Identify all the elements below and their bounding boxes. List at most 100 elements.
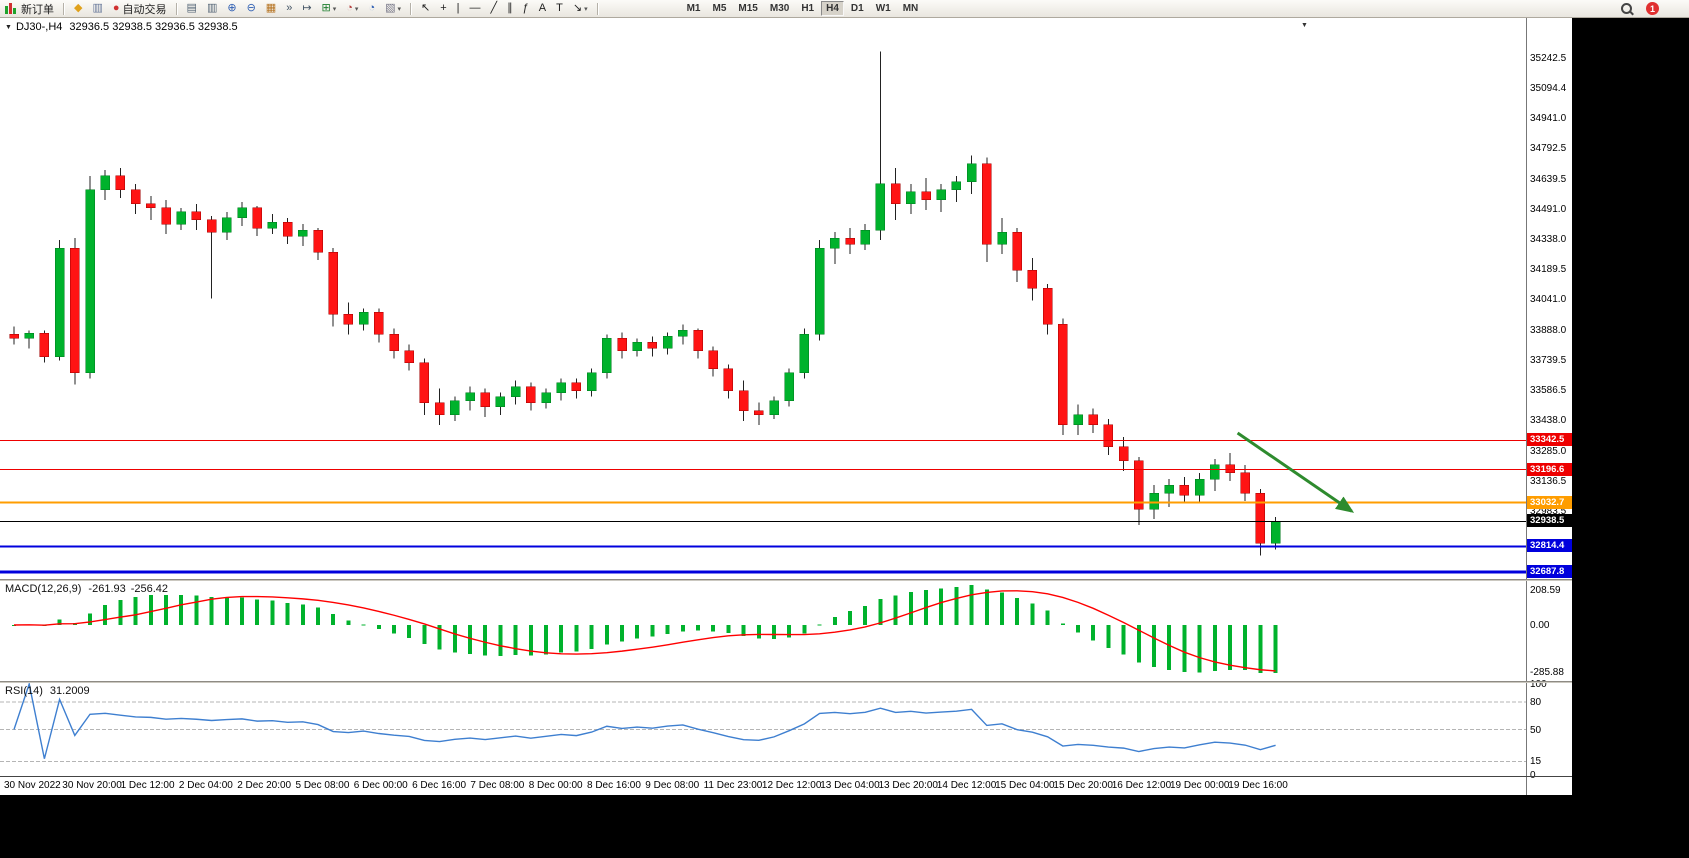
- tile-vertical-button[interactable]: ▥: [203, 0, 221, 17]
- timeframe-h1-button[interactable]: H1: [801, 3, 815, 14]
- chart-shift-button[interactable]: ↦: [298, 0, 315, 17]
- candle: [875, 51, 886, 241]
- time-label: 7 Dec 08:00: [470, 780, 525, 791]
- zoom-in-button[interactable]: ⊕: [223, 0, 240, 17]
- text-label-icon: T: [556, 2, 563, 14]
- candle: [100, 169, 110, 200]
- timeframe-m5-button[interactable]: M5: [712, 3, 727, 14]
- vertical-line-icon: |: [456, 2, 460, 14]
- candle: [85, 175, 95, 379]
- chevron-down-icon: ▾: [332, 5, 337, 13]
- horizontal-line-button[interactable]: —: [466, 0, 485, 17]
- fibonacci-icon: ƒ: [522, 2, 529, 14]
- arrows-button[interactable]: ↘ ▾: [569, 0, 592, 17]
- candle: [936, 183, 946, 212]
- price-line-badge: 33342.5: [1527, 433, 1572, 447]
- text-label-button[interactable]: T: [552, 0, 567, 17]
- crosshair-button[interactable]: +: [436, 0, 450, 17]
- price-line-badge: 32814.4: [1527, 539, 1572, 553]
- tile-windows-button[interactable]: ▦: [262, 0, 280, 17]
- time-label: 12 Dec 12:00: [761, 780, 822, 791]
- search-icon[interactable]: [1621, 3, 1632, 14]
- vertical-line-button[interactable]: |: [453, 0, 464, 17]
- toolbar-separator: [410, 2, 413, 15]
- refresh-icon: ◔: [368, 2, 376, 14]
- fibonacci-button[interactable]: ƒ: [519, 0, 533, 17]
- price-tick: 34041.0: [1530, 294, 1567, 306]
- price-chart[interactable]: [0, 18, 1526, 579]
- auto-scroll-button[interactable]: »: [282, 0, 296, 17]
- candle: [328, 248, 338, 327]
- time-label: 6 Dec 00:00: [353, 780, 408, 791]
- new-chart-button[interactable]: ⊞ ▾: [318, 0, 341, 17]
- candle: [404, 344, 414, 371]
- timeframe-toolbar: M1 M5 M15 M30 H1 H4 D1 W1 MN: [681, 0, 925, 17]
- price-tick: 33739.5: [1530, 354, 1567, 366]
- price-scale[interactable]: 35242.5 35094.4 34941.0 34792.5 34639.5 34491…: [1526, 18, 1572, 795]
- candle: [9, 326, 19, 345]
- templates-button[interactable]: ▧ ▾: [381, 0, 405, 17]
- timeframe-m15-button[interactable]: M15: [738, 3, 758, 14]
- macd-panel[interactable]: [0, 581, 1526, 681]
- toolbar-separator: [175, 2, 178, 15]
- chart-symbol-period: DJ30-,H4: [15, 21, 63, 33]
- rsi-value: 31.2009: [49, 685, 90, 697]
- price-tick: 34792.5: [1530, 143, 1567, 155]
- candle: [617, 332, 627, 359]
- candle: [434, 388, 445, 425]
- candle: [1225, 452, 1235, 482]
- candle: [708, 346, 718, 377]
- tile-horizontal-icon: ▤: [186, 2, 197, 14]
- candle: [480, 388, 490, 417]
- zoom-out-button[interactable]: ⊖: [243, 0, 260, 17]
- candle: [1058, 318, 1068, 435]
- cursor-button[interactable]: ↖: [417, 0, 434, 17]
- text-button[interactable]: A: [535, 0, 550, 17]
- time-label: 11 Dec 23:00: [703, 780, 763, 791]
- time-label: 1 Dec 12:00: [120, 780, 175, 791]
- candle: [450, 396, 460, 421]
- candle: [738, 380, 749, 421]
- trendline-button[interactable]: ╱: [487, 0, 502, 17]
- timeframe-w1-button[interactable]: W1: [875, 3, 891, 14]
- time-label: 16 Dec 12:00: [1111, 780, 1172, 791]
- time-axis-line: [0, 776, 1572, 777]
- candle: [1179, 477, 1190, 504]
- price-tick: 35094.4: [1530, 82, 1567, 94]
- new-order-icon: [5, 3, 17, 14]
- crosshair-icon: +: [440, 2, 447, 14]
- timeframe-m30-button[interactable]: M30: [769, 3, 790, 14]
- metaeditor-button[interactable]: ◆: [70, 0, 86, 17]
- panel-separator[interactable]: [0, 681, 1572, 683]
- notification-badge[interactable]: 1: [1646, 2, 1659, 15]
- candle: [115, 167, 126, 198]
- collapse-icon[interactable]: ▼: [5, 24, 12, 31]
- tile-horizontal-button[interactable]: ▤: [183, 0, 201, 17]
- market-watch-button[interactable]: ▥: [88, 0, 106, 17]
- timeframe-h4-button[interactable]: H4: [821, 1, 844, 16]
- refresh-button[interactable]: ◔: [364, 0, 379, 17]
- candle: [1270, 517, 1281, 550]
- candlestick-chart: [0, 51, 1526, 574]
- candle: [495, 392, 506, 415]
- channel-icon: ∥: [507, 2, 513, 14]
- candle: [1255, 489, 1266, 556]
- chevron-down-icon: ▾: [397, 5, 402, 13]
- channel-button[interactable]: ∥: [503, 0, 517, 17]
- panel-separator[interactable]: [0, 579, 1572, 581]
- rsi-panel[interactable]: [0, 681, 1526, 776]
- trend-arrow[interactable]: [1236, 431, 1355, 513]
- macd-label: MACD(12,26,9) -261.93 -256.42: [5, 583, 168, 595]
- time-label: 15 Dec 20:00: [1053, 780, 1113, 791]
- chart-shift-marker[interactable]: ▼: [1301, 22, 1308, 29]
- time-label: 8 Dec 00:00: [528, 780, 583, 791]
- time-scale[interactable]: 30 Nov 2022 30 Nov 20:00 1 Dec 12:00 2 Dec …: [0, 777, 1572, 795]
- periods-button[interactable]: ◔ ▾: [342, 0, 362, 17]
- autotrading-button[interactable]: ● 自动交易: [109, 0, 171, 17]
- timeframe-m1-button[interactable]: M1: [686, 3, 701, 14]
- timeframe-mn-button[interactable]: MN: [902, 3, 919, 14]
- timeframe-d1-button[interactable]: D1: [850, 3, 864, 14]
- new-order-button[interactable]: 新订单: [1, 0, 58, 17]
- candle: [556, 378, 566, 401]
- candle: [161, 199, 171, 235]
